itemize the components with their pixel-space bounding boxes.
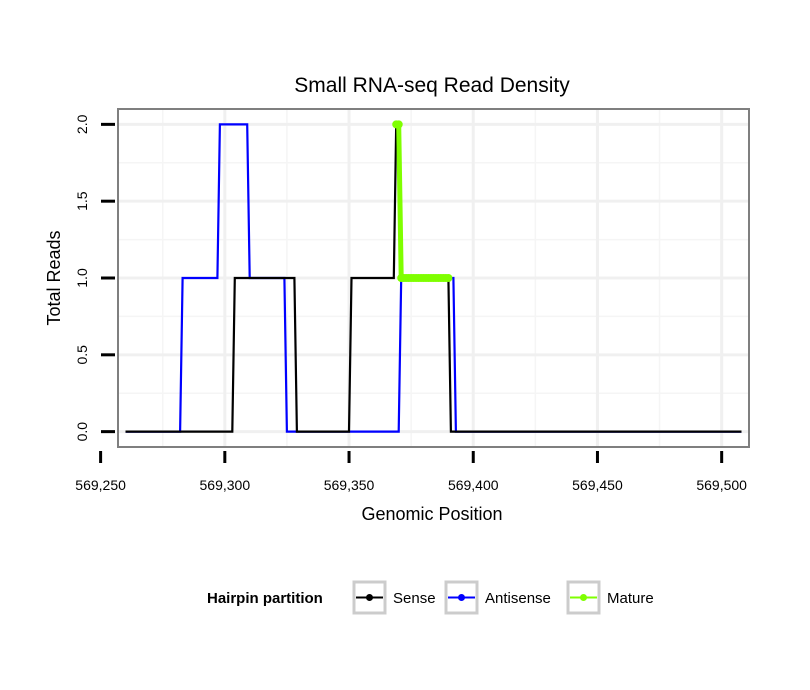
x-tick-label-6: 569,500 <box>696 477 747 493</box>
y-tick-label-4: 1.5 <box>74 191 90 211</box>
x-tick-label-4: 569,400 <box>448 477 499 493</box>
legend-label-mature: Mature <box>607 590 654 607</box>
x-tick-label-5: 569,450 <box>572 477 623 493</box>
x-tick-label-1: 569,250 <box>75 477 126 493</box>
legend-item-antisense: Antisense <box>444 580 551 615</box>
chart-title: Small RNA-seq Read Density <box>294 74 570 97</box>
y-axis-label: Total Reads <box>44 230 64 325</box>
y-tick-label-5: 2.0 <box>74 114 90 134</box>
mature-point <box>444 274 453 282</box>
plot-border <box>117 108 750 448</box>
y-tick-label-1: 0.0 <box>74 422 90 442</box>
legend-key-point <box>366 594 373 601</box>
x-axis: 569,250 569,300 569,350 569,400 569,450 569,5… <box>75 451 747 493</box>
y-tick-label-3: 1.0 <box>74 268 90 288</box>
legend: Hairpin partition Sense Antisense Mature <box>207 580 654 615</box>
legend-title: Hairpin partition <box>207 590 323 607</box>
legend-label-antisense: Antisense <box>485 590 551 607</box>
x-axis-label: Genomic Position <box>361 504 502 524</box>
legend-item-mature: Mature <box>566 580 654 615</box>
y-axis: 0.0 0.5 1.0 1.5 2.0 <box>74 114 115 441</box>
legend-item-sense: Sense <box>352 580 436 615</box>
legend-key-point <box>580 594 587 601</box>
y-tick-label-2: 0.5 <box>74 345 90 365</box>
x-tick-label-3: 569,350 <box>324 477 375 493</box>
series-layer <box>125 120 742 433</box>
mature-point <box>394 120 403 129</box>
legend-key-point <box>458 594 465 601</box>
x-tick-label-2: 569,300 <box>200 477 251 493</box>
legend-label-sense: Sense <box>393 590 436 607</box>
